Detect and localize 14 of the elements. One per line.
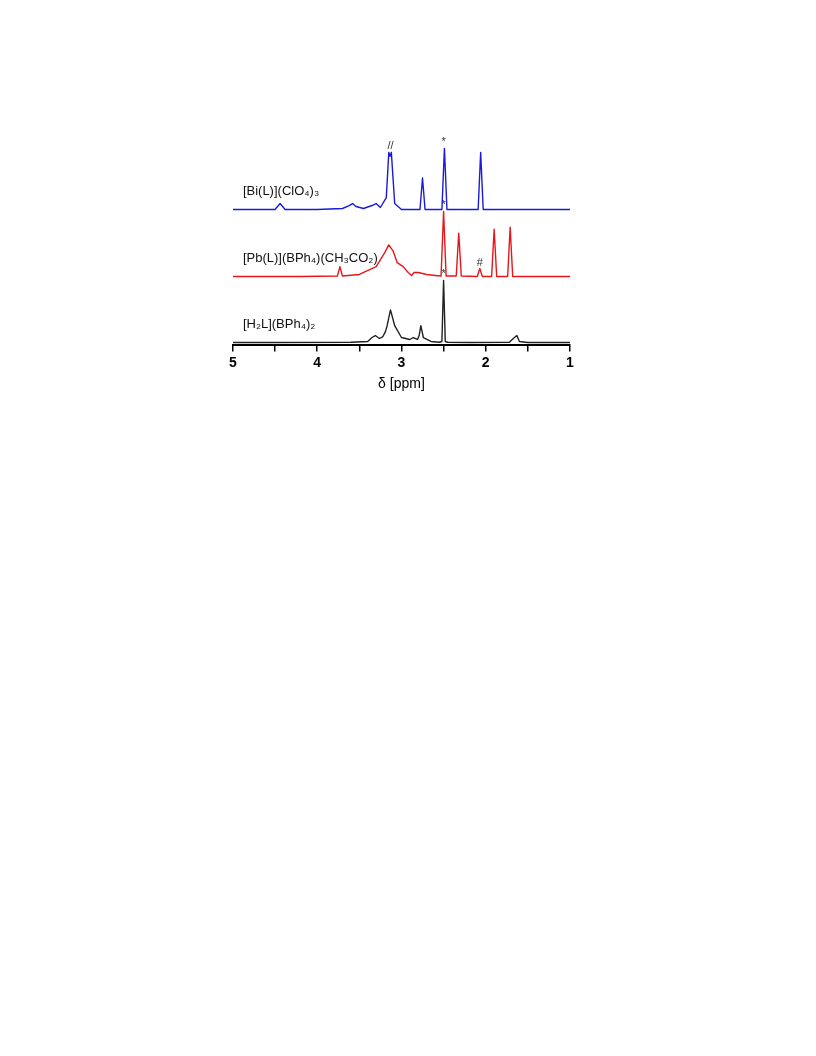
annotation: * <box>441 267 447 280</box>
annotation: # <box>476 255 484 268</box>
x-tick-label: 2 <box>481 353 490 370</box>
annotation: // <box>387 139 395 152</box>
annotation: * <box>441 135 447 148</box>
x-tick-label: 4 <box>313 353 322 370</box>
x-tick-label: 5 <box>228 353 237 370</box>
series-label: [Pb(L)](BPh₄)(CH₃CO₂) <box>242 250 378 266</box>
x-tick-label: 1 <box>566 353 575 370</box>
x-tick-label: 3 <box>397 353 406 370</box>
series-label: [Bi(L)](ClO₄)₃ <box>242 183 320 199</box>
x-axis-title: δ [ppm] <box>378 375 425 392</box>
annotation: * <box>441 198 447 211</box>
series-label: [H₂L](BPh₄)₂ <box>242 316 316 332</box>
